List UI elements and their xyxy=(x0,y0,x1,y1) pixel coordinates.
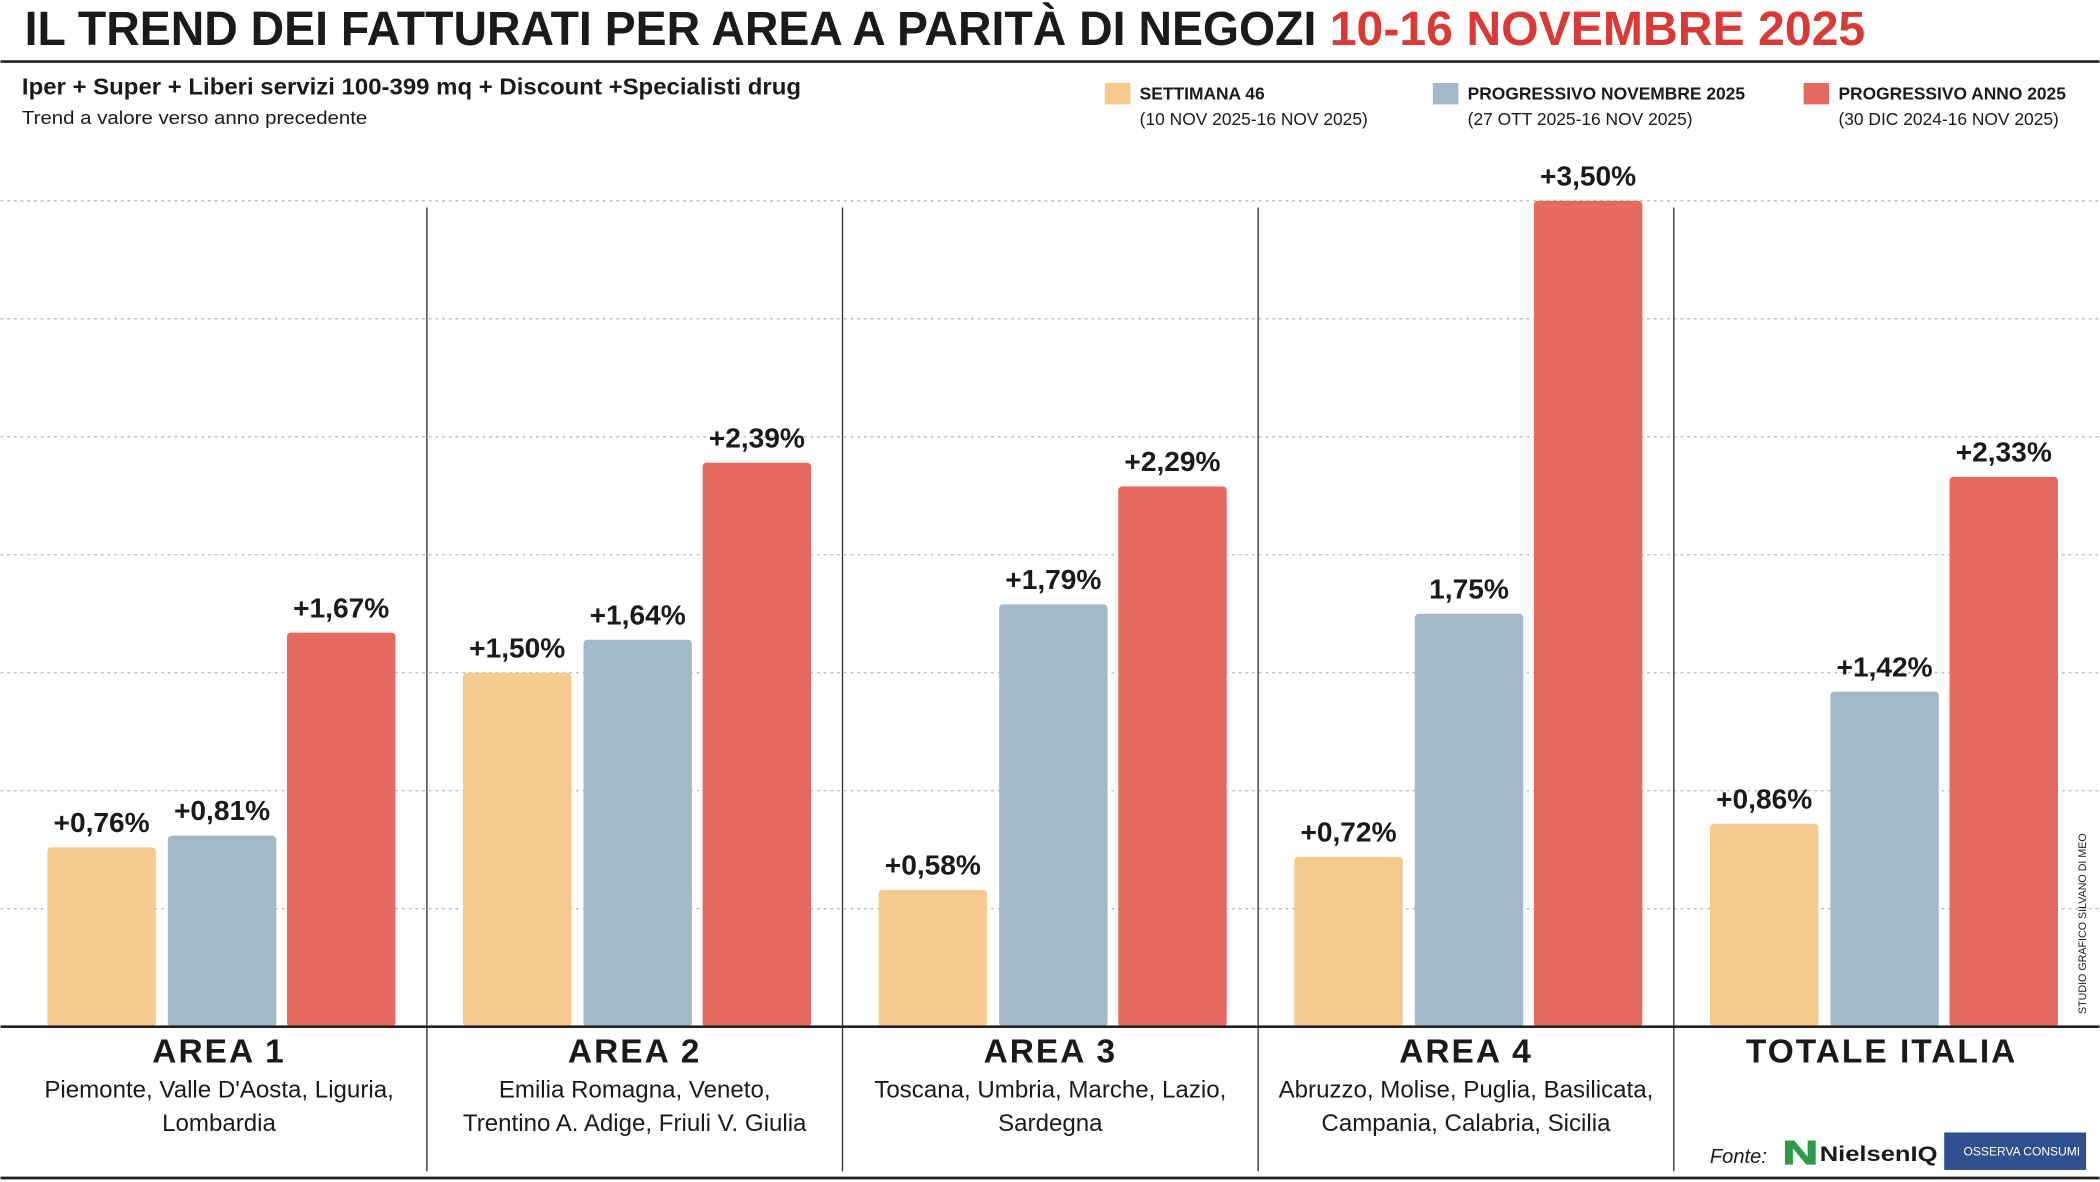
value-label: +2,33% xyxy=(1956,437,2052,468)
category-detail: Trentino A. Adige, Friuli V. Giulia xyxy=(463,1110,807,1137)
credit: STUDIO GRAFICO SILVANO DI MEO xyxy=(2077,833,2089,1014)
value-label: +0,76% xyxy=(54,807,150,838)
value-label: +2,39% xyxy=(709,422,805,453)
legend-swatch xyxy=(1104,82,1131,105)
category-label: AREA 4 xyxy=(1399,1033,1533,1070)
bar xyxy=(1533,200,1643,1027)
bar xyxy=(167,835,277,1027)
value-label: +1,79% xyxy=(1005,564,1101,595)
bar xyxy=(1709,823,1819,1027)
bar xyxy=(1294,856,1403,1027)
bar xyxy=(583,639,692,1027)
source-label: Fonte: xyxy=(1710,1146,1767,1168)
bar xyxy=(1118,486,1227,1027)
category-detail: Campania, Calabria, Sicilia xyxy=(1321,1110,1611,1137)
category-label: TOTALE ITALIA xyxy=(1746,1033,2017,1070)
legend-swatch xyxy=(1432,82,1459,105)
value-label: +0,86% xyxy=(1716,783,1812,814)
category-label: AREA 2 xyxy=(568,1033,702,1070)
bar xyxy=(286,632,396,1027)
category-detail: Piemonte, Valle D'Aosta, Liguria, xyxy=(44,1076,393,1103)
source-logo-box xyxy=(1944,1132,2087,1170)
value-label: +2,29% xyxy=(1124,446,1220,477)
bar xyxy=(999,604,1108,1027)
category-detail: Sardegna xyxy=(998,1110,1103,1137)
bar xyxy=(1414,613,1524,1027)
category-detail: Emilia Romagna, Veneto, xyxy=(499,1076,771,1103)
legend-period: (30 DIC 2024-16 NOV 2025) xyxy=(1838,109,2058,129)
bar xyxy=(1830,691,1939,1027)
legend-label: PROGRESSIVO ANNO 2025 xyxy=(1838,84,2066,104)
value-label: +1,67% xyxy=(293,592,389,623)
legend-label: PROGRESSIVO NOVEMBRE 2025 xyxy=(1468,84,1746,104)
legend-label: SETTIMANA 46 xyxy=(1140,84,1265,104)
bar xyxy=(463,672,572,1027)
value-label: 1,75% xyxy=(1429,573,1509,604)
value-label: +1,64% xyxy=(590,599,686,630)
category-detail: Abruzzo, Molise, Puglia, Basilicata, xyxy=(1279,1076,1654,1103)
category-label: AREA 1 xyxy=(152,1033,285,1070)
value-label: +3,50% xyxy=(1540,160,1636,191)
category-detail: Lombardia xyxy=(162,1110,276,1137)
bar xyxy=(47,847,156,1027)
bar xyxy=(1949,476,2058,1027)
category-detail: Toscana, Umbria, Marche, Lazio, xyxy=(874,1076,1226,1103)
bar xyxy=(878,889,988,1027)
chart-title: IL TREND DEI FATTURATI PER AREA A PARITÀ… xyxy=(25,2,1317,56)
category-label: AREA 3 xyxy=(984,1033,1118,1070)
value-label: +0,72% xyxy=(1300,816,1396,847)
note: Trend a valore verso anno precedente xyxy=(22,107,367,128)
source-logo-mark xyxy=(1784,1140,1816,1165)
value-label: +0,81% xyxy=(174,795,270,826)
value-label: +0,58% xyxy=(885,850,981,881)
legend-period: (27 OTT 2025-16 NOV 2025) xyxy=(1468,109,1693,129)
bar xyxy=(702,462,812,1027)
subtitle: Iper + Super + Liberi servizi 100-399 mq… xyxy=(22,73,801,99)
chart-title-highlight: 10-16 NOVEMBRE 2025 xyxy=(1330,2,1865,56)
legend-period: (10 NOV 2025-16 NOV 2025) xyxy=(1140,109,1368,129)
source-logo: OSSERVA CONSUMI xyxy=(1964,1145,2081,1159)
value-label: +1,42% xyxy=(1837,651,1933,682)
source-logo: NielsenIQ xyxy=(1820,1142,1938,1166)
legend-swatch xyxy=(1803,82,1830,105)
value-label: +1,50% xyxy=(469,632,565,663)
